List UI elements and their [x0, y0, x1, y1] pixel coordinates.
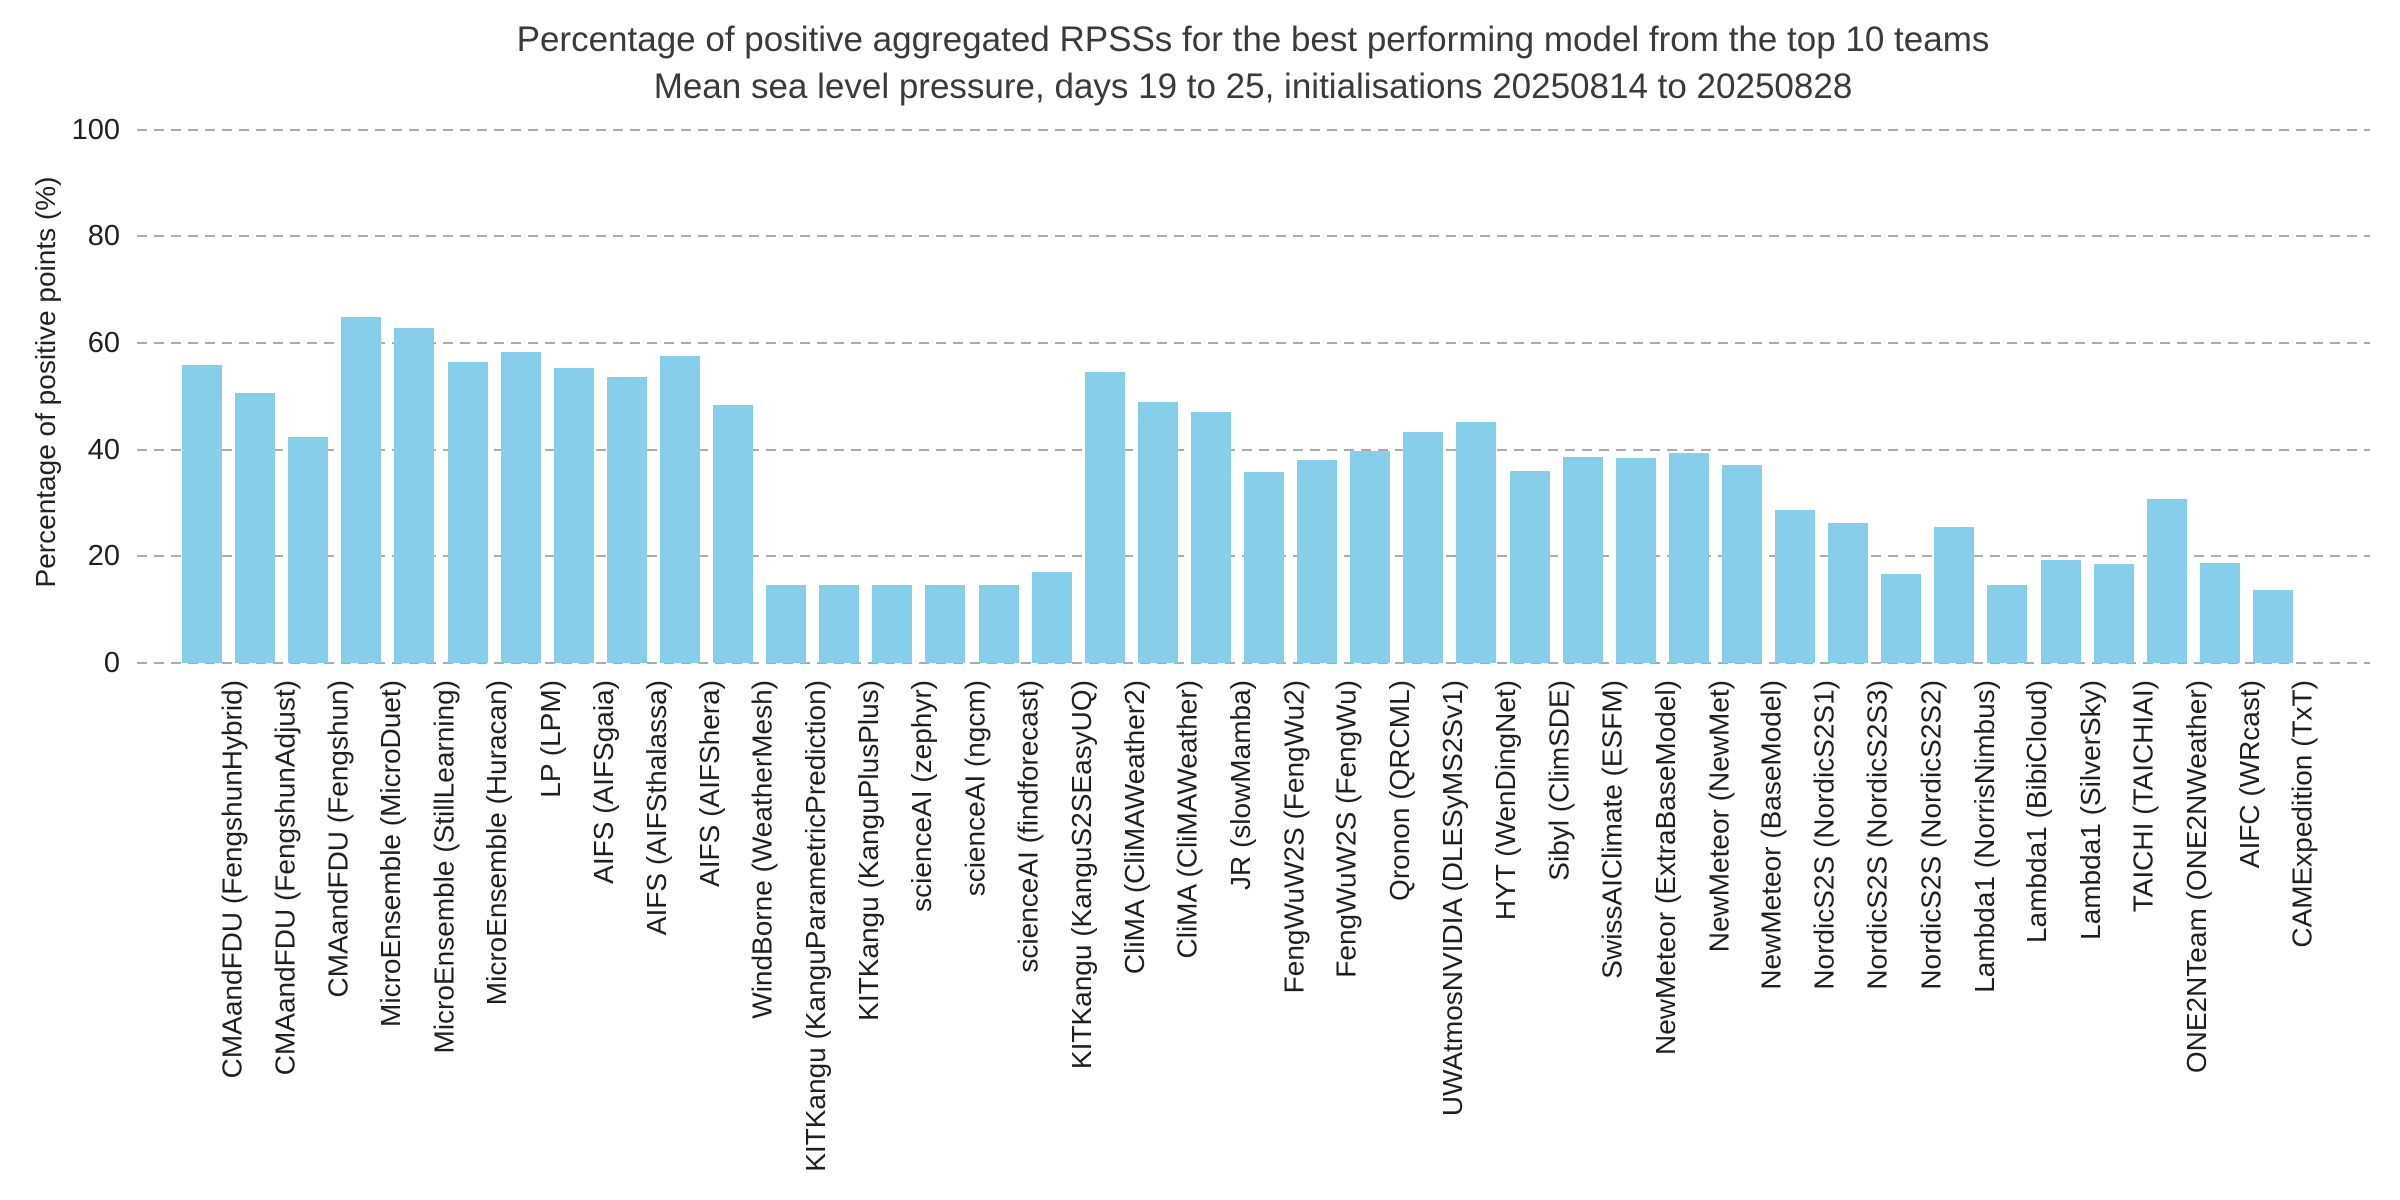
x-tick-label: Qronon (QRCML) [1384, 680, 1416, 901]
bar [659, 356, 700, 663]
x-tick-label: CMAandFDU (Fengshun) [322, 680, 354, 998]
bar [288, 436, 329, 663]
bar [2093, 564, 2134, 663]
bar [1615, 457, 1656, 663]
bar [2146, 499, 2187, 663]
x-tick-label: HYT (WenDingNet) [1490, 680, 1522, 921]
x-tick-label: NewMeteor (BaseModel) [1755, 680, 1787, 990]
bar [182, 364, 222, 663]
x-tick-label: FengWuW2S (FengWu) [1331, 680, 1363, 978]
y-tick-label-80: 80 [87, 220, 120, 253]
y-tick-label-100: 100 [71, 113, 120, 146]
x-tick-label: WindBorne (WeatherMesh) [747, 680, 778, 1019]
bar [1881, 574, 1922, 663]
x-tick-label: ONE2NTeam (ONE2NWeather) [2180, 680, 2212, 1074]
y-tick-label-20: 20 [87, 540, 120, 573]
bar [1456, 421, 1497, 663]
bar [447, 362, 488, 663]
x-tick-label: AIFS (AIFSthalassa) [640, 680, 672, 936]
x-tick-label: CAMExpedition (TxT) [2286, 680, 2318, 948]
x-tick-label: CliMA (CliMAWeather2) [1118, 680, 1150, 975]
bar [713, 405, 753, 663]
bar [341, 317, 382, 663]
bar [235, 393, 276, 663]
bar [606, 377, 647, 663]
x-tick-label: SwissAIClimate (ESFM) [1596, 680, 1628, 979]
bar [1668, 453, 1709, 663]
x-tick-label: NordicS2S (NordicS2S3) [1862, 680, 1894, 990]
x-tick-label: NordicS2S (NordicS2S1) [1809, 680, 1840, 990]
x-tick-label: NewMeteor (ExtraBaseModel) [1649, 680, 1681, 1056]
chart-title-line2: Mean sea level pressure, days 19 to 25, … [653, 67, 1853, 106]
x-tick-label: Sibyl (ClimSDE) [1543, 680, 1575, 881]
bar [1403, 432, 1444, 663]
gridline-y-0 [137, 662, 2370, 664]
x-tick-label: TAICHI (TAICHIAI) [2127, 680, 2159, 913]
bar [1828, 523, 1869, 663]
bar [1137, 401, 1178, 663]
x-tick-label: JR (slowMamba) [1224, 680, 1256, 891]
bar [1190, 411, 1231, 663]
x-tick-label: CMAandFDU (FengshunAdjust) [269, 680, 301, 1076]
chart-title: Percentage of positive aggregated RPSSs … [103, 16, 2400, 110]
x-tick-label: NordicS2S (NordicS2S2) [1915, 680, 1947, 990]
x-tick-label: LP (LPM) [534, 680, 566, 798]
x-tick-label: CliMA (CliMAWeather) [1171, 680, 1203, 959]
bar [1244, 472, 1284, 663]
x-tick-label: Lambda1 (SilverSky) [2074, 680, 2106, 940]
x-tick-label: Lambda1 (NorrisNimbus) [1968, 680, 2000, 993]
x-tick-label: FengWuW2S (FengWu2) [1278, 680, 1309, 994]
y-tick-label-60: 60 [87, 327, 120, 359]
x-tick-label: UWAtmosNVIDIA (DLESyMS2Sv1) [1437, 680, 1469, 1117]
x-tick-label: KITKangu (KanguParametricPrediction) [800, 680, 832, 1172]
bar [978, 584, 1019, 663]
bar [1297, 460, 1338, 663]
x-tick-label: Lambda1 (BibiCloud) [2021, 680, 2053, 944]
bar [1509, 471, 1550, 663]
x-tick-label: MicroEnsemble (MicroDuet) [375, 680, 407, 1027]
chart-title-line1: Percentage of positive aggregated RPSSs … [516, 20, 1990, 59]
y-tick-label-0: 0 [103, 647, 120, 679]
bar [394, 327, 435, 663]
bar [1031, 571, 1072, 663]
bar [819, 584, 860, 663]
x-tick-label: MicroEnsemble (Huracan) [481, 680, 513, 1006]
y-tick-label-40: 40 [87, 433, 120, 466]
bar [2040, 560, 2081, 663]
bar [872, 584, 913, 663]
x-tick-label: MicroEnsemble (StillLearning) [428, 680, 460, 1054]
bar [925, 584, 966, 663]
x-tick-label: AIFS (AIFShera) [693, 680, 725, 887]
bar [1084, 372, 1125, 663]
x-tick-label: AIFC (WRcast) [2233, 680, 2265, 869]
x-tick-label: scienceAI (findforecast) [1012, 680, 1044, 973]
gridline-y-100 [137, 128, 2370, 131]
gridline-y-60 [137, 342, 2370, 344]
x-tick-label: KITKangu (KanguS2SEasyUQ) [1065, 680, 1097, 1070]
x-tick-label: scienceAI (ngcm) [959, 680, 991, 897]
bar [1987, 584, 2028, 663]
bar [1721, 465, 1762, 663]
gridline-y-80 [137, 235, 2370, 238]
x-tick-label: CMAandFDU (FengshunHybrid) [216, 680, 247, 1079]
bar [1775, 509, 1815, 663]
bar [1350, 450, 1391, 663]
bar [500, 352, 541, 663]
x-tick-label: NewMeteor (NewMet) [1702, 680, 1734, 953]
x-tick-label: KITKangu (KanguPlusPlus) [853, 680, 885, 1021]
bar [1562, 456, 1603, 663]
bar [2199, 563, 2240, 663]
gridline-y-40 [137, 448, 2370, 451]
bar [766, 584, 807, 663]
bar [553, 368, 594, 663]
bar [1934, 527, 1975, 663]
x-tick-label: AIFS (AIFSgaia) [587, 680, 619, 884]
bar [2252, 589, 2293, 663]
x-tick-label: scienceAI (zephyr) [906, 680, 938, 912]
